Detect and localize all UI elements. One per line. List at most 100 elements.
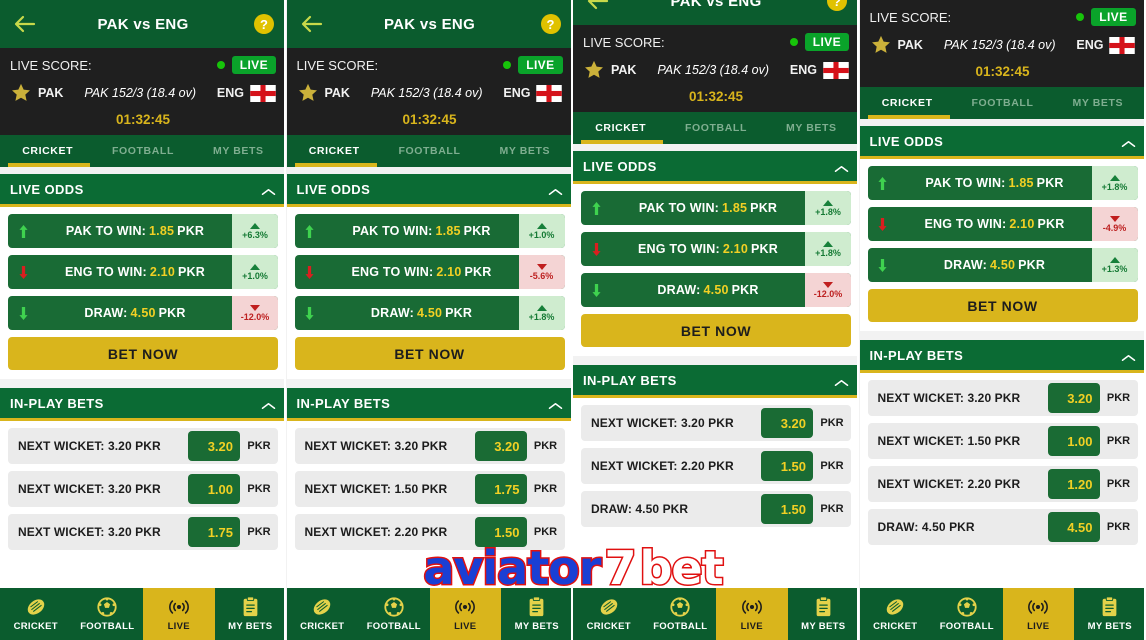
live-odds-section-header[interactable]: LIVE ODDS [286,174,571,207]
chevron-up-icon[interactable] [548,398,563,409]
help-question-icon[interactable]: ? [827,0,847,11]
nav-item-my-bets[interactable]: MY BETS [788,588,858,640]
chevron-up-icon[interactable] [261,398,276,409]
list-item[interactable]: NEXT WICKET: 2.20 PKR 1.20 PKR [867,466,1138,502]
bet-odd-button[interactable]: 3.20 [761,408,813,438]
list-item[interactable]: NEXT WICKET: 1.50 PKR 1.00 PKR [867,423,1138,459]
tab-my-bets[interactable]: MY BETS [1072,97,1124,109]
nav-item-my-bets[interactable]: MY BETS [1074,588,1144,640]
list-item[interactable]: NEXT WICKET: 3.20 PKR 3.20 PKR [867,380,1138,416]
nav-item-cricket[interactable]: CRICKET [287,588,359,640]
live-odds-section-header[interactable]: LIVE ODDS [859,126,1144,159]
bet-odd-button[interactable]: 1.00 [1047,426,1100,456]
in-play-section-header[interactable]: IN-PLAY BETS [286,388,571,421]
back-arrow-icon[interactable] [299,12,325,36]
tab-my-bets[interactable]: MY BETS [212,145,264,157]
tab-football[interactable]: FOOTBALL [971,97,1034,109]
nav-item-cricket[interactable]: CRICKET [0,588,72,640]
in-play-section-header[interactable]: IN-PLAY BETS [573,365,857,398]
live-odds-list: PAK TO WIN: 1.85 PKR +6.3% ENG TO WIN: 2.10 PK… [0,207,284,330]
odds-row[interactable]: DRAW: 4.50 PKR +1.8% [294,296,565,330]
odds-row[interactable]: ENG TO WIN: 2.10 PKR +1.8% [581,232,851,266]
bet-now-button[interactable]: BET NOW [581,314,851,347]
chevron-up-icon[interactable] [834,375,849,386]
chevron-up-icon[interactable] [548,184,563,195]
bet-odd-button[interactable]: 4.50 [1047,512,1100,542]
bet-odd-button[interactable]: 1.50 [474,517,527,547]
tab-football[interactable]: FOOTBALL [398,145,461,157]
nav-item-cricket[interactable]: CRICKET [860,588,932,640]
bet-odd-button[interactable]: 1.20 [1047,469,1100,499]
tab-football[interactable]: FOOTBALL [112,145,174,157]
bet-odd-button[interactable]: 1.75 [188,517,240,547]
live-odds-section-header[interactable]: LIVE ODDS [573,151,857,184]
odds-row[interactable]: DRAW: 4.50 PKR -12.0% [581,273,851,307]
nav-item-cricket[interactable]: CRICKET [573,588,645,640]
nav-item-football[interactable]: FOOTBALL [645,588,717,640]
chevron-up-icon[interactable] [834,161,849,172]
bet-odd-button[interactable]: 3.20 [1047,383,1100,413]
bet-now-button[interactable]: BET NOW [8,337,278,370]
list-item[interactable]: DRAW: 4.50 PKR 4.50 PKR [867,509,1138,545]
odds-row[interactable]: ENG TO WIN: 2.10 PKR -5.6% [294,255,565,289]
odds-row[interactable]: PAK TO WIN: 1.85 PKR +1.8% [867,166,1138,200]
list-item[interactable]: NEXT WICKET: 3.20 PKR 1.00 PKR [8,471,278,507]
spacer [0,379,284,388]
nav-item-football[interactable]: FOOTBALL [931,588,1003,640]
score-summary: PAK 152/3 (18.4 ov) [943,38,1056,52]
odds-row[interactable]: DRAW: 4.50 PKR -12.0% [8,296,278,330]
list-item[interactable]: NEXT WICKET: 3.20 PKR 1.75 PKR [8,514,278,550]
tab-cricket[interactable]: CRICKET [308,145,360,157]
in-play-section-header[interactable]: IN-PLAY BETS [859,340,1144,373]
bet-odd-button[interactable]: 1.75 [474,474,527,504]
odds-row[interactable]: PAK TO WIN: 1.85 PKR +1.8% [581,191,851,225]
nav-item-live[interactable]: LIVE [429,588,501,640]
list-item[interactable]: NEXT WICKET: 3.20 PKR 3.20 PKR [8,428,278,464]
tab-cricket[interactable]: CRICKET [595,122,647,134]
odds-row[interactable]: PAK TO WIN: 1.85 PKR +6.3% [8,214,278,248]
odds-row[interactable]: ENG TO WIN: 2.10 PKR -4.9% [867,207,1138,241]
tab-my-bets[interactable]: MY BETS [785,122,837,134]
nav-item-football[interactable]: FOOTBALL [358,588,430,640]
tab-cricket[interactable]: CRICKET [22,145,74,157]
odds-label: PAK TO WIN: 1.85 PKR [898,166,1092,200]
in-play-section-header[interactable]: IN-PLAY BETS [0,388,284,421]
back-arrow-icon[interactable] [12,12,38,36]
odds-change-badge: +1.8% [805,232,851,266]
nav-item-my-bets[interactable]: MY BETS [215,588,285,640]
bet-odd-button[interactable]: 1.00 [188,474,240,504]
bet-now-button[interactable]: BET NOW [294,337,565,370]
bet-odd-button[interactable]: 3.20 [188,431,240,461]
bet-label: DRAW: 4.50 PKR [877,520,975,534]
list-item[interactable]: NEXT WICKET: 2.20 PKR 1.50 PKR [581,448,851,484]
odds-value: 1.85 [149,224,175,238]
list-item[interactable]: NEXT WICKET: 1.50 PKR 1.75 PKR [294,471,565,507]
bet-now-button[interactable]: BET NOW [867,289,1138,322]
nav-item-football[interactable]: FOOTBALL [72,588,144,640]
back-arrow-icon[interactable] [585,0,611,13]
nav-item-live[interactable]: LIVE [1002,588,1074,640]
nav-item-live[interactable]: LIVE [143,588,215,640]
list-item[interactable]: NEXT WICKET: 3.20 PKR 3.20 PKR [294,428,565,464]
list-item[interactable]: DRAW: 4.50 PKR 1.50 PKR [581,491,851,527]
odds-row[interactable]: DRAW: 4.50 PKR +1.3% [867,248,1138,282]
chevron-up-icon[interactable] [261,184,276,195]
chevron-up-icon[interactable] [1121,136,1136,147]
nav-item-live[interactable]: LIVE [716,588,788,640]
away-team-name: ENG [216,86,244,100]
help-question-icon[interactable]: ? [254,14,274,34]
nav-item-my-bets[interactable]: MY BETS [501,588,571,640]
tab-my-bets[interactable]: MY BETS [499,145,551,157]
bet-odd-button[interactable]: 1.50 [761,451,813,481]
tab-cricket[interactable]: CRICKET [881,97,933,109]
list-item[interactable]: NEXT WICKET: 3.20 PKR 3.20 PKR [581,405,851,441]
odds-row[interactable]: PAK TO WIN: 1.85 PKR +1.0% [294,214,565,248]
list-item[interactable]: NEXT WICKET: 2.20 PKR 1.50 PKR [294,514,565,550]
bet-odd-button[interactable]: 3.20 [474,431,527,461]
tab-football[interactable]: FOOTBALL [685,122,747,134]
live-odds-section-header[interactable]: LIVE ODDS [0,174,284,207]
odds-row[interactable]: ENG TO WIN: 2.10 PKR +1.0% [8,255,278,289]
chevron-up-icon[interactable] [1121,350,1136,361]
bet-odd-button[interactable]: 1.50 [761,494,813,524]
help-question-icon[interactable]: ? [540,14,561,34]
